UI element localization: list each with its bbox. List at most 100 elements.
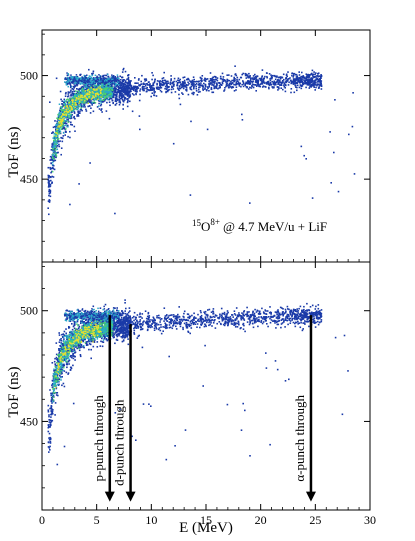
data-point	[61, 140, 64, 143]
data-point	[154, 78, 156, 81]
data-point	[305, 86, 307, 89]
data-point	[86, 77, 88, 80]
data-point	[64, 134, 66, 136]
data-point	[59, 117, 62, 119]
data-point	[249, 76, 251, 79]
data-point	[89, 79, 91, 82]
data-point	[59, 109, 61, 112]
data-point	[122, 319, 125, 321]
data-point	[128, 96, 130, 99]
data-point	[83, 95, 86, 97]
data-point	[75, 103, 77, 105]
data-point	[65, 78, 67, 81]
data-point	[204, 87, 206, 89]
data-point	[100, 109, 102, 111]
data-point	[153, 81, 156, 84]
data-point	[79, 88, 82, 90]
data-point	[74, 92, 76, 95]
data-point	[120, 326, 122, 328]
data-point	[141, 83, 143, 85]
data-point	[304, 80, 306, 82]
data-point	[73, 87, 75, 89]
data-point	[116, 74, 119, 76]
data-point	[96, 97, 98, 99]
data-point	[64, 78, 66, 80]
data-point	[58, 123, 60, 125]
data-point	[231, 86, 234, 88]
data-point	[48, 414, 50, 416]
data-point	[224, 87, 226, 89]
data-point	[62, 103, 64, 105]
data-point	[310, 83, 313, 86]
data-point	[168, 88, 170, 91]
data-point	[62, 123, 64, 125]
data-point	[165, 323, 167, 326]
data-point	[120, 79, 122, 81]
data-point	[129, 95, 131, 98]
data-point	[65, 110, 68, 113]
data-point	[66, 83, 68, 85]
data-point	[297, 312, 299, 314]
data-point	[291, 74, 293, 77]
data-point	[226, 74, 228, 76]
data-point	[183, 82, 185, 85]
data-point	[65, 82, 68, 84]
data-point	[285, 78, 287, 80]
data-point	[49, 183, 52, 186]
data-point	[58, 103, 61, 105]
data-point	[306, 319, 308, 321]
data-point	[104, 92, 107, 95]
data-point	[208, 85, 210, 88]
data-point	[285, 84, 287, 87]
data-point	[75, 83, 78, 86]
data-point	[304, 77, 307, 80]
data-point	[160, 91, 163, 93]
data-point	[118, 83, 120, 85]
data-point	[139, 323, 141, 326]
data-point	[305, 77, 308, 79]
data-point	[102, 100, 105, 103]
data-point	[110, 87, 112, 90]
data-point	[221, 320, 224, 322]
data-point	[68, 102, 70, 104]
data-point	[311, 84, 314, 87]
data-point	[97, 87, 99, 89]
data-point	[303, 82, 305, 84]
data-point	[85, 88, 88, 90]
data-point	[123, 88, 126, 90]
data-point	[95, 91, 98, 94]
data-point	[94, 80, 97, 83]
data-point	[91, 86, 94, 89]
data-point	[87, 77, 89, 80]
data-point	[104, 79, 107, 81]
data-point	[119, 97, 122, 100]
data-point	[113, 328, 116, 330]
data-point	[104, 98, 107, 101]
data-point	[224, 313, 226, 316]
data-point	[102, 75, 105, 77]
data-point	[178, 85, 181, 87]
data-point	[108, 78, 110, 80]
data-point	[111, 99, 114, 102]
data-point	[66, 105, 69, 107]
data-point	[93, 96, 95, 99]
data-point	[101, 345, 104, 348]
data-point	[59, 113, 62, 116]
data-point	[61, 106, 63, 109]
data-point	[126, 93, 129, 95]
data-point	[292, 78, 295, 80]
data-point	[73, 112, 76, 114]
data-point	[64, 119, 66, 122]
data-point	[50, 167, 52, 170]
data-point	[209, 72, 212, 74]
data-point	[64, 334, 66, 337]
data-point	[67, 110, 69, 112]
data-point	[307, 75, 310, 77]
data-point	[69, 78, 72, 81]
data-point	[300, 79, 302, 82]
data-point	[72, 94, 75, 96]
data-point	[71, 107, 73, 109]
data-point	[78, 344, 80, 347]
data-point	[92, 86, 95, 89]
data-point	[235, 74, 238, 77]
